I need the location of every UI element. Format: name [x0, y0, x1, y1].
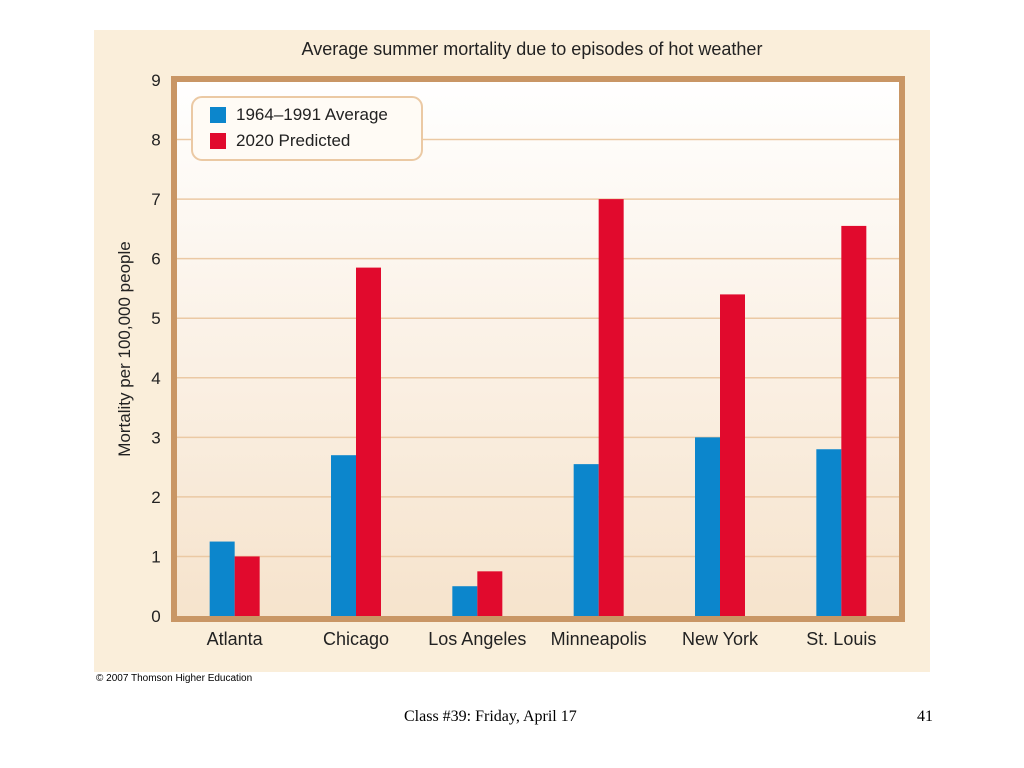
bar	[209, 541, 235, 616]
footer-page-number: 41	[917, 708, 933, 725]
y-tick-label: 5	[151, 309, 160, 328]
x-tick-label: Chicago	[323, 629, 389, 649]
x-tick-label: Atlanta	[207, 629, 264, 649]
copyright-notice: © 2007 Thomson Higher Education	[96, 673, 253, 684]
legend-label-1964-1991: 1964–1991 Average	[236, 105, 388, 124]
legend-swatch-2020	[210, 133, 226, 149]
legend-swatch-1964-1991	[210, 107, 226, 123]
bar	[477, 571, 503, 616]
x-tick-label: St. Louis	[806, 629, 876, 649]
chart-title: Average summer mortality due to episodes…	[302, 39, 763, 59]
bar	[816, 449, 842, 616]
y-tick-label: 1	[151, 547, 160, 566]
y-tick-label: 7	[151, 190, 160, 209]
bar	[841, 225, 867, 616]
bar	[573, 464, 599, 616]
bar	[720, 294, 745, 616]
y-tick-label: 4	[151, 369, 160, 388]
y-tick-label: 2	[151, 488, 160, 507]
plot-area	[174, 79, 902, 619]
bar	[452, 586, 478, 616]
bar	[695, 437, 720, 616]
legend: 1964–1991 Average 2020 Predicted	[191, 96, 423, 161]
bar	[331, 455, 356, 616]
y-tick-label: 8	[151, 131, 160, 150]
x-tick-label: Los Angeles	[428, 629, 526, 649]
y-tick-label: 3	[151, 428, 160, 447]
y-tick-label: 0	[151, 607, 160, 626]
y-tick-label: 6	[151, 250, 160, 269]
bar	[356, 267, 381, 616]
legend-box	[191, 96, 423, 161]
bar	[234, 556, 260, 616]
y-tick-label: 9	[151, 71, 160, 90]
x-tick-label: Minneapolis	[551, 629, 647, 649]
x-tick-label: New York	[682, 629, 759, 649]
y-axis-label: Mortality per 100,000 people	[115, 241, 134, 456]
footer-class-label: Class #39: Friday, April 17	[404, 708, 577, 725]
bar	[598, 199, 624, 616]
plot-frame	[171, 76, 905, 622]
legend-label-2020: 2020 Predicted	[236, 131, 350, 150]
